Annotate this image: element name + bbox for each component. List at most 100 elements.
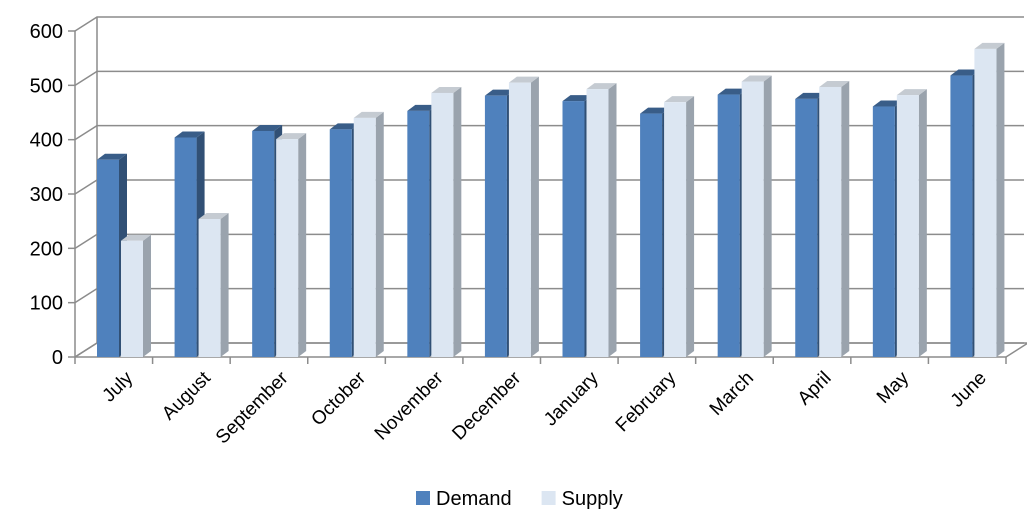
bar-top xyxy=(198,212,229,219)
x-category-label: August xyxy=(158,367,215,424)
bar-supply-august xyxy=(198,212,229,357)
bar-top xyxy=(407,104,438,111)
bar-supply-may xyxy=(896,89,927,357)
bar-side xyxy=(375,111,384,357)
bar-top xyxy=(974,42,1005,49)
y-tick-label: 0 xyxy=(52,347,63,369)
bar-side xyxy=(453,86,462,357)
legend-label: Demand xyxy=(436,488,512,510)
y-tick-label: 600 xyxy=(30,21,63,43)
bar-front xyxy=(329,129,352,357)
x-category-label: October xyxy=(307,367,370,430)
bar-supply-march xyxy=(741,75,772,357)
bar-top xyxy=(741,75,772,82)
bar-side xyxy=(298,133,307,357)
legend-swatch xyxy=(416,491,430,505)
bar-front xyxy=(276,139,299,357)
bar-front xyxy=(174,137,197,357)
bar-side xyxy=(143,234,151,357)
bar-front xyxy=(97,159,119,357)
bar-side xyxy=(918,89,927,357)
bars xyxy=(97,42,1005,358)
bar-top xyxy=(353,111,384,118)
x-category-label: September xyxy=(212,367,293,448)
bar-top xyxy=(174,131,205,138)
bar-top xyxy=(508,76,539,83)
y-tick-label: 100 xyxy=(30,293,63,315)
bar-supply-april xyxy=(819,80,850,358)
legend-item-supply: Supply xyxy=(541,488,623,510)
bar-side xyxy=(608,83,617,358)
bar-top xyxy=(329,123,360,130)
bar-front xyxy=(353,117,376,357)
bar-top xyxy=(640,107,671,114)
bar-front xyxy=(407,110,430,358)
x-category-label: April xyxy=(794,368,836,410)
bar-side xyxy=(530,76,539,357)
bar-top xyxy=(717,88,748,95)
bar-front xyxy=(795,98,818,358)
bar-supply-december xyxy=(508,76,539,357)
bar-front xyxy=(484,95,507,357)
bar-front xyxy=(508,82,531,357)
bar-top xyxy=(950,69,981,76)
bar-top xyxy=(121,234,151,241)
y-tick-label: 300 xyxy=(30,184,63,206)
bar-front xyxy=(819,86,842,358)
bar-side xyxy=(686,96,695,357)
bar-supply-july xyxy=(121,234,151,357)
bar-top xyxy=(97,153,127,160)
x-category-label: July xyxy=(99,367,138,406)
bar-top xyxy=(896,89,927,96)
gridline xyxy=(74,124,1024,141)
bar-front xyxy=(974,48,997,358)
bar-front xyxy=(741,81,764,357)
bar-side xyxy=(220,212,229,357)
bar-front xyxy=(896,95,919,357)
bar-supply-november xyxy=(431,86,462,357)
gridline xyxy=(74,70,1024,86)
y-tick-label: 500 xyxy=(30,75,63,97)
axes xyxy=(68,30,1007,364)
bar-front xyxy=(586,89,609,358)
bar-top xyxy=(252,124,283,131)
bar-front xyxy=(198,218,221,357)
bar-top xyxy=(664,96,695,103)
bar-top xyxy=(586,83,617,90)
bar-front xyxy=(717,94,740,357)
x-category-label: May xyxy=(873,367,914,408)
bar-side xyxy=(841,80,850,358)
bar-top xyxy=(795,92,826,99)
bar-top xyxy=(431,86,462,93)
x-category-label: December xyxy=(448,367,525,444)
bar-front xyxy=(431,92,454,357)
bar-front xyxy=(121,240,143,357)
bar-top xyxy=(562,95,593,102)
bar-supply-january xyxy=(586,83,617,358)
bar-side xyxy=(996,42,1005,358)
y-tick-label: 400 xyxy=(30,130,63,152)
x-category-label: June xyxy=(947,368,991,412)
bar-top xyxy=(484,89,515,96)
legend-item-demand: Demand xyxy=(416,488,512,510)
legend-swatch xyxy=(541,491,556,505)
bar-side xyxy=(763,75,772,357)
bar-front xyxy=(640,113,663,357)
legend: Demand Supply xyxy=(416,488,623,510)
bar-front xyxy=(252,130,275,357)
y-tick-label: 200 xyxy=(30,238,63,260)
gridline xyxy=(74,16,1024,32)
x-category-label: January xyxy=(540,367,603,430)
bar-front xyxy=(950,75,973,357)
bar-front xyxy=(664,102,687,357)
legend-label: Supply xyxy=(562,488,623,510)
bar-supply-september xyxy=(276,133,307,357)
x-category-label: November xyxy=(371,367,448,444)
x-category-label: March xyxy=(706,368,758,420)
x-category-label: February xyxy=(612,367,681,436)
bar-top xyxy=(276,133,307,140)
bar-supply-october xyxy=(353,111,384,357)
bar-top xyxy=(819,80,850,87)
